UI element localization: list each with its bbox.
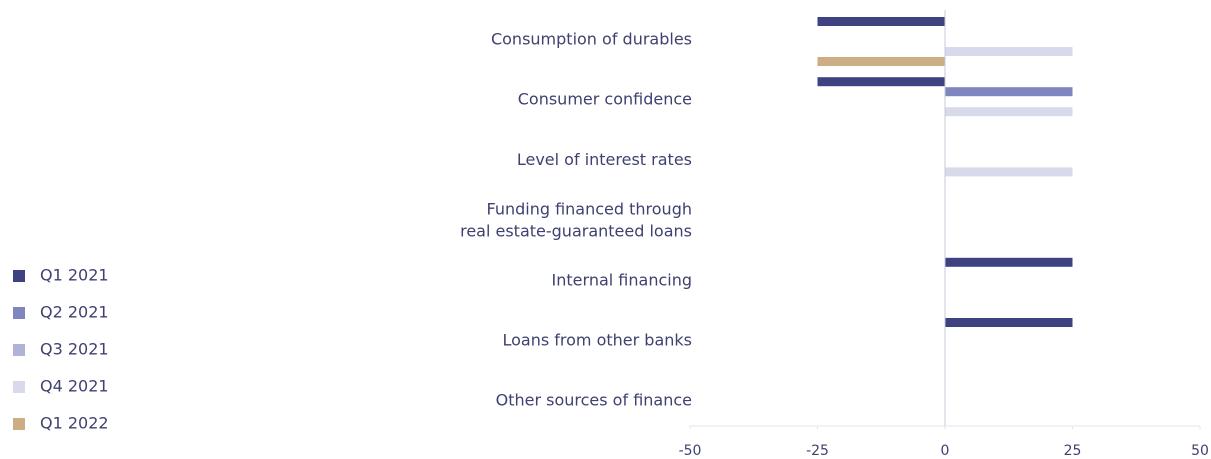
bar — [945, 318, 1073, 327]
category-label: Loans from other banks — [502, 331, 692, 350]
category-label: Consumption of durables — [491, 30, 692, 49]
category-label: Internal financing — [552, 270, 692, 289]
bar — [817, 57, 945, 66]
x-tick-label: -50 — [679, 443, 702, 459]
category-label: Level of interest rates — [517, 150, 692, 169]
bar — [817, 17, 945, 26]
category-label: Funding financed through real estate-guar… — [460, 199, 692, 240]
legend-swatch — [13, 307, 25, 319]
x-tick-label: 25 — [1064, 443, 1082, 459]
category-label: Consumer confidence — [518, 90, 692, 109]
legend-swatch — [13, 344, 25, 356]
bar — [945, 87, 1073, 97]
x-tick-label: 0 — [941, 443, 950, 459]
bar — [945, 257, 1073, 267]
legend-label: Q1 2021 — [40, 266, 109, 285]
category-label: Other sources of finance — [496, 391, 692, 410]
bar — [945, 107, 1073, 117]
legend-label: Q2 2021 — [40, 303, 109, 322]
bar — [945, 47, 1073, 56]
legend-swatch — [13, 418, 25, 430]
legend-swatch — [13, 381, 25, 393]
legend-label: Q4 2021 — [40, 377, 109, 396]
legend-label: Q3 2021 — [40, 340, 109, 359]
legend-label: Q1 2022 — [40, 414, 109, 433]
bar — [817, 77, 945, 87]
x-tick-label: -25 — [806, 443, 829, 459]
x-tick-label: 50 — [1191, 443, 1209, 459]
legend-swatch — [13, 270, 25, 282]
bar — [945, 167, 1073, 177]
